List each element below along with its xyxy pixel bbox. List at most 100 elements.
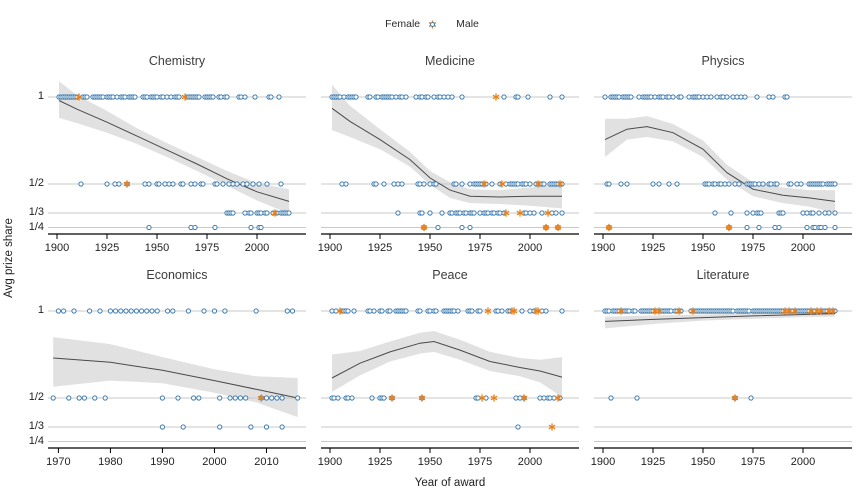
- x-axis-tick-label: 1975: [468, 242, 492, 254]
- data-point-female: [534, 180, 542, 188]
- x-axis-tick-label: 1975: [741, 456, 765, 468]
- confidence-band: [59, 81, 289, 214]
- data-point-male: [113, 308, 119, 314]
- y-axis-tick-label: 1: [37, 90, 44, 102]
- data-point-male: [263, 395, 270, 401]
- trend-line: [331, 107, 562, 198]
- data-point-male: [678, 94, 684, 100]
- data-point-male: [252, 94, 258, 100]
- data-point-male: [602, 94, 608, 100]
- trend-line: [58, 100, 290, 202]
- data-point-male: [477, 308, 483, 314]
- data-point-female: [123, 180, 131, 188]
- data-point-male: [78, 181, 84, 187]
- data-point-male: [144, 308, 150, 314]
- data-point-male: [230, 210, 236, 216]
- data-point-male: [724, 94, 730, 100]
- data-point-male: [832, 181, 838, 187]
- data-point-female: [490, 394, 498, 402]
- data-point-male: [242, 94, 248, 100]
- data-point-male: [224, 94, 230, 100]
- data-point-male: [726, 181, 732, 187]
- data-point-male: [212, 224, 218, 231]
- x-axis-tick-label: 1950: [418, 242, 442, 254]
- y-axis-tick-label: 1/3: [28, 206, 44, 218]
- data-point-male: [345, 308, 351, 314]
- data-point-female: [181, 93, 189, 101]
- data-point-female: [336, 307, 344, 315]
- data-point-female: [498, 180, 506, 188]
- x-axis-tick-label: 1970: [46, 456, 70, 468]
- data-point-male: [92, 395, 98, 401]
- x-axis-tick-label: 1925: [641, 242, 665, 254]
- data-point-male: [439, 210, 445, 216]
- data-point-male: [50, 395, 56, 401]
- panel-medicine: 1900 1925 1950 1975 2000: [318, 84, 579, 254]
- y-axis-tick-label: 1/2: [28, 177, 44, 189]
- data-point-male: [489, 181, 495, 187]
- data-point-male: [525, 94, 531, 100]
- data-point-male: [399, 181, 405, 187]
- data-point-male: [559, 210, 565, 216]
- data-point-male: [433, 181, 439, 187]
- x-axis-tick-label: 1980: [98, 456, 122, 468]
- data-point-female: [75, 93, 83, 101]
- female-points: [336, 307, 562, 431]
- x-axis: 1900 1925 1950 1975 2000: [591, 447, 852, 468]
- data-point-male: [784, 94, 790, 100]
- data-point-male: [674, 181, 680, 187]
- panel-physics: 1900 1925 1950 1975 2000: [591, 94, 852, 254]
- data-point-male: [156, 181, 162, 187]
- data-point-male: [55, 308, 61, 314]
- x-axis: 1900 1925 1950 1975 2000: [45, 233, 306, 254]
- data-point-female: [516, 209, 524, 217]
- data-point-male: [499, 308, 505, 314]
- data-point-male: [403, 308, 409, 314]
- data-point-female: [556, 180, 564, 188]
- male-points: [602, 94, 838, 231]
- x-axis-tick-label: 1950: [145, 242, 169, 254]
- data-point-male: [180, 424, 186, 430]
- male-points: [56, 94, 292, 231]
- data-point-male: [816, 210, 822, 216]
- data-point-male: [279, 395, 285, 401]
- data-point-male: [192, 224, 198, 231]
- data-point-male: [264, 210, 270, 216]
- panel-title-economics: Economics: [146, 268, 208, 282]
- x-axis-tick-label: 2000: [245, 242, 269, 254]
- data-point-male: [419, 210, 425, 216]
- data-point-male: [453, 181, 459, 187]
- data-point-female: [689, 307, 697, 315]
- data-point-male: [185, 308, 191, 314]
- data-point-male: [427, 210, 433, 216]
- data-point-male: [756, 224, 762, 231]
- trend-line: [604, 313, 836, 322]
- data-point-male: [222, 308, 228, 314]
- data-point-male: [634, 395, 640, 401]
- male-points: [329, 308, 565, 430]
- data-point-male: [84, 94, 90, 100]
- data-point-female: [617, 307, 625, 315]
- y-axis-tick-label: 1/4: [28, 220, 44, 233]
- panel-title-physics: Physics: [701, 54, 745, 68]
- data-point-female: [785, 307, 793, 315]
- data-point-male: [519, 308, 525, 314]
- data-point-male: [650, 181, 656, 187]
- data-point-male: [123, 308, 129, 314]
- data-point-male: [248, 210, 254, 216]
- female-points: [605, 223, 733, 232]
- data-point-male: [459, 94, 465, 100]
- data-point-male: [192, 181, 198, 187]
- legend: Female Male: [0, 18, 864, 30]
- data-point-male: [826, 210, 832, 216]
- data-point-male: [708, 94, 714, 100]
- data-point-male: [286, 210, 292, 216]
- data-point-male: [232, 395, 238, 401]
- x-axis: 1970 1980 1990 2000 2010: [46, 447, 306, 468]
- data-point-male: [264, 181, 270, 187]
- data-point-male: [159, 424, 166, 430]
- data-point-male: [780, 210, 786, 216]
- data-point-male: [107, 308, 114, 314]
- data-point-female: [655, 307, 663, 315]
